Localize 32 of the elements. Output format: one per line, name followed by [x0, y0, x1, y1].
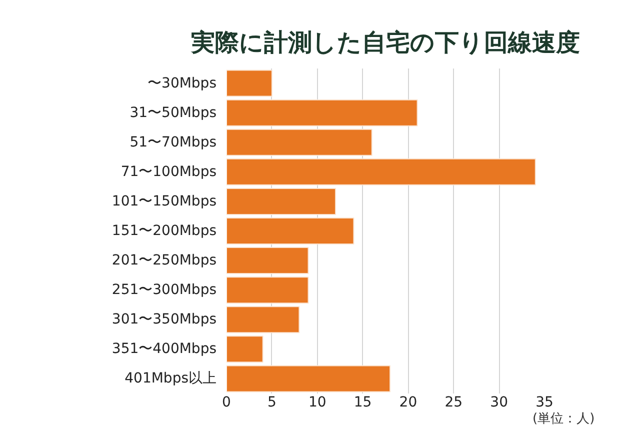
bar [226, 276, 309, 304]
y-tick-label: 51〜70Mbps [130, 134, 217, 150]
bar [226, 365, 391, 392]
y-tick-label: 31〜50Mbps [130, 104, 217, 121]
bar [226, 70, 272, 97]
y-tick-label: 251〜300Mbps [112, 282, 217, 298]
x-tick-label: 5 [267, 394, 276, 410]
x-tick-label: 10 [308, 394, 326, 410]
y-tick-label: 351〜400Mbps [112, 341, 217, 358]
y-tick-label: 101〜150Mbps [112, 193, 217, 210]
bar [226, 336, 264, 363]
x-tick-label: 20 [399, 394, 418, 410]
y-tick-label: 151〜200Mbps [112, 223, 217, 239]
x-tick-label: 0 [222, 394, 231, 410]
x-tick-label: 15 [354, 394, 372, 410]
chart-title: 実際に計測した自宅の下り回線速度 [190, 28, 580, 56]
bar [226, 218, 354, 244]
x-tick-label: 25 [444, 394, 463, 410]
y-tick-label: 71〜100Mbps [120, 164, 217, 180]
y-tick-label: 〜30Mbps [148, 75, 217, 92]
x-tick-label: 30 [490, 394, 508, 410]
y-tick-label: 301〜350Mbps [112, 312, 217, 328]
y-tick-label: 201〜250Mbps [112, 252, 217, 269]
x-tick-label: 35 [536, 394, 554, 410]
y-tick-label: 401Mbps以上 [124, 370, 217, 387]
text: (単位：人) [532, 412, 595, 426]
bar [226, 247, 309, 274]
bar [226, 188, 336, 215]
bar [226, 158, 536, 186]
bar [226, 128, 372, 156]
bar [226, 99, 418, 126]
bar [226, 306, 300, 334]
